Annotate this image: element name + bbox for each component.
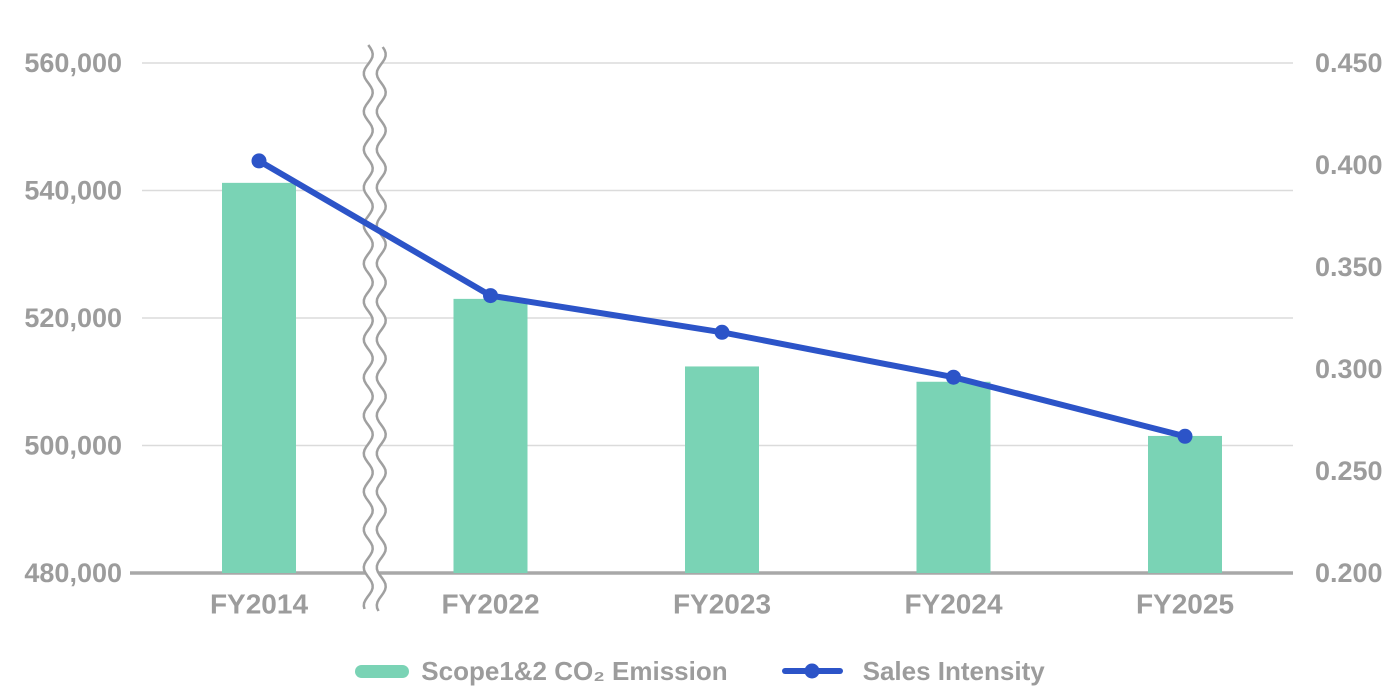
- bar-FY2014: [222, 182, 296, 573]
- axis-break-wavy-line: [362, 44, 374, 610]
- left-axis-tick-label: 560,000: [24, 48, 122, 78]
- data-point-FY2022: [483, 288, 498, 304]
- legend-label-intensity: Sales Intensity: [862, 655, 1045, 686]
- x-axis-label-FY2022: FY2022: [441, 589, 539, 620]
- data-point-FY2025: [1177, 428, 1193, 444]
- right-axis-tick-label: 0.350: [1315, 252, 1383, 282]
- left-axis-tick-label: 480,000: [24, 558, 122, 588]
- axis-break-wavy-line: [375, 46, 387, 612]
- legend: Scope1&2 CO₂ Emission Sales Intensity: [0, 651, 1400, 691]
- legend-bar-swatch: [355, 664, 410, 678]
- right-axis-tick-label: 0.450: [1315, 48, 1383, 78]
- right-axis-tick-label: 0.200: [1315, 558, 1383, 588]
- x-axis-label-FY2014: FY2014: [210, 589, 308, 620]
- left-axis-tick-label: 540,000: [24, 176, 122, 206]
- x-axis-label-FY2025: FY2025: [1136, 589, 1234, 620]
- legend-line-swatch: [781, 663, 843, 679]
- emissions-intensity-combo-chart: 560,000 540,000 520,000 500,000 480,000 0.450…: [24, 44, 1383, 620]
- right-axis-tick-label: 0.250: [1315, 456, 1383, 486]
- legend-item-emission: Scope1&2 CO₂ Emission: [355, 655, 728, 687]
- bar-FY2023: [685, 366, 759, 573]
- x-axis-label-FY2023: FY2023: [673, 589, 771, 620]
- bar-FY2022: [453, 298, 528, 573]
- left-axis-tick-label: 500,000: [24, 431, 122, 461]
- legend-item-intensity: Sales Intensity: [781, 655, 1045, 687]
- axis-break-mask: [363, 45, 386, 611]
- bar-FY2025: [1148, 435, 1222, 573]
- data-point-FY2023: [714, 324, 730, 340]
- right-axis-tick-label: 0.400: [1315, 150, 1383, 180]
- legend-label-emission: Scope1&2 CO₂ Emission: [421, 655, 728, 686]
- data-point-FY2024: [946, 369, 961, 385]
- right-axis-tick-label: 0.300: [1315, 354, 1383, 384]
- bar-FY2024: [916, 381, 991, 573]
- x-axis-label-FY2024: FY2024: [904, 589, 1002, 620]
- legend-line-dot-icon: [804, 663, 820, 679]
- data-point-FY2014: [251, 153, 267, 169]
- left-axis-tick-label: 520,000: [24, 303, 122, 333]
